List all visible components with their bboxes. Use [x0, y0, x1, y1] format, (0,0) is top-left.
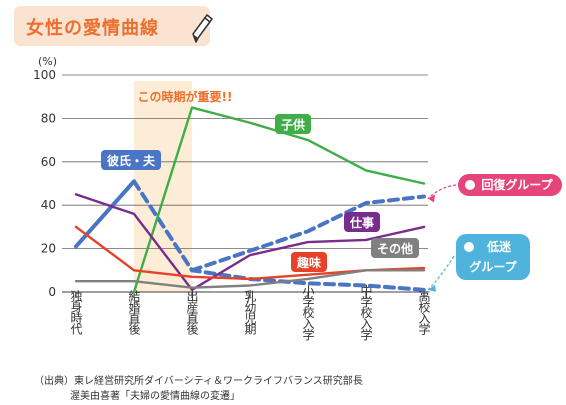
highlight-label: この時期が重要!! [138, 89, 233, 104]
series-tag-label: 子供 [281, 117, 305, 132]
x-tick-label: 出産直後 [185, 290, 199, 335]
series-tag-box [344, 212, 380, 232]
callout-arrow [427, 255, 455, 291]
x-tick-label: 乳幼児期 [243, 290, 257, 335]
series-tag-box [275, 114, 311, 134]
series-tag-box [371, 238, 419, 258]
callout-box [456, 234, 530, 280]
series-tag-label: 彼氏・夫 [107, 153, 156, 168]
callout-bullet-icon [464, 242, 474, 252]
y-tick-label: 80 [41, 111, 56, 125]
y-tick-label: 20 [41, 242, 56, 256]
series-line [74, 179, 136, 249]
callout-arrow [427, 184, 457, 199]
pencil-icon [192, 14, 213, 43]
y-unit-label: (%) [38, 55, 57, 68]
x-tick-label: 高校入学 [417, 289, 431, 335]
x-tick-label: 小学校入学 [301, 284, 315, 340]
callout-label: 回復グループ [481, 177, 553, 192]
callout-bullet-icon [465, 180, 475, 190]
series-tag-box [101, 150, 161, 170]
series-tag-label: その他 [377, 241, 413, 256]
x-tick-label: 独身時代 [69, 290, 83, 336]
source-line-2: 渥美由喜著「夫婦の愛情曲線の変遷」 [70, 391, 240, 402]
title-banner: 女性の愛情曲線 [14, 6, 213, 46]
page-title: 女性の愛情曲線 [26, 18, 159, 39]
series-tag-box [291, 252, 327, 272]
callout-box [458, 174, 562, 196]
y-tick-label: 100 [33, 68, 56, 82]
callout-arrowhead [428, 284, 436, 292]
y-tick-label: 60 [41, 155, 56, 169]
series-tag-label: 趣味 [296, 255, 321, 270]
line-chart: この時期が重要!! 0 20 40 60 80 100(%) 独身時代 結婚直後 出産直後 乳幼児期… [33, 55, 562, 340]
callout-arrowhead [428, 194, 435, 203]
y-tick-label: 40 [41, 198, 56, 212]
callout-label-line1: 低迷 [486, 239, 512, 254]
series-tag-label: 仕事 [349, 215, 374, 230]
y-tick-label: 0 [48, 285, 56, 299]
callout-label-line2: グループ [469, 259, 517, 274]
source-line-1: （出典）東レ経営研究所ダイバーシティ＆ワークライフバランス研究部長 [34, 376, 363, 387]
x-tick-label: 結婚直後 [127, 290, 141, 335]
x-tick-label: 中学校入学 [359, 283, 373, 340]
